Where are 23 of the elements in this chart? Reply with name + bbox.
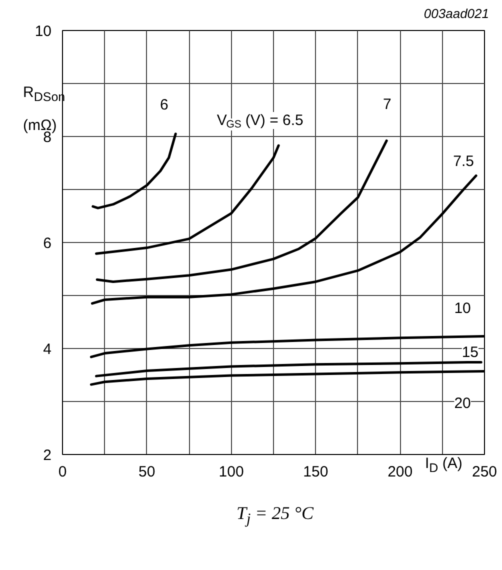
x-tick-label: 150	[303, 464, 328, 480]
x-tick-label: 0	[58, 464, 67, 480]
xlabel: I$_{D}$ (A)	[425, 456, 462, 476]
title: 003aad021	[424, 7, 489, 22]
series-label: 6	[160, 96, 168, 114]
series-label: 20	[454, 394, 471, 412]
line-series	[92, 132, 177, 210]
x-tick-label: 200	[388, 464, 413, 480]
x-tick-label: 100	[218, 464, 244, 480]
series-label: 7.5	[453, 153, 474, 170]
y-tick-label: 4	[43, 341, 52, 358]
caption: T$_{j}$ = 25 °C	[236, 504, 314, 528]
series-label: 10	[454, 300, 471, 317]
y-tick-label: 6	[43, 235, 52, 252]
x-tick-label: 50	[138, 464, 156, 480]
line-series	[96, 139, 388, 283]
series-label: 15	[462, 344, 479, 361]
y-tick-label: 10	[34, 23, 52, 40]
line-series	[95, 361, 482, 378]
y-tick-label: 2	[43, 447, 52, 464]
series-label: 7	[382, 96, 392, 114]
x-tick-label: 250	[472, 464, 498, 480]
line-series	[95, 144, 280, 255]
